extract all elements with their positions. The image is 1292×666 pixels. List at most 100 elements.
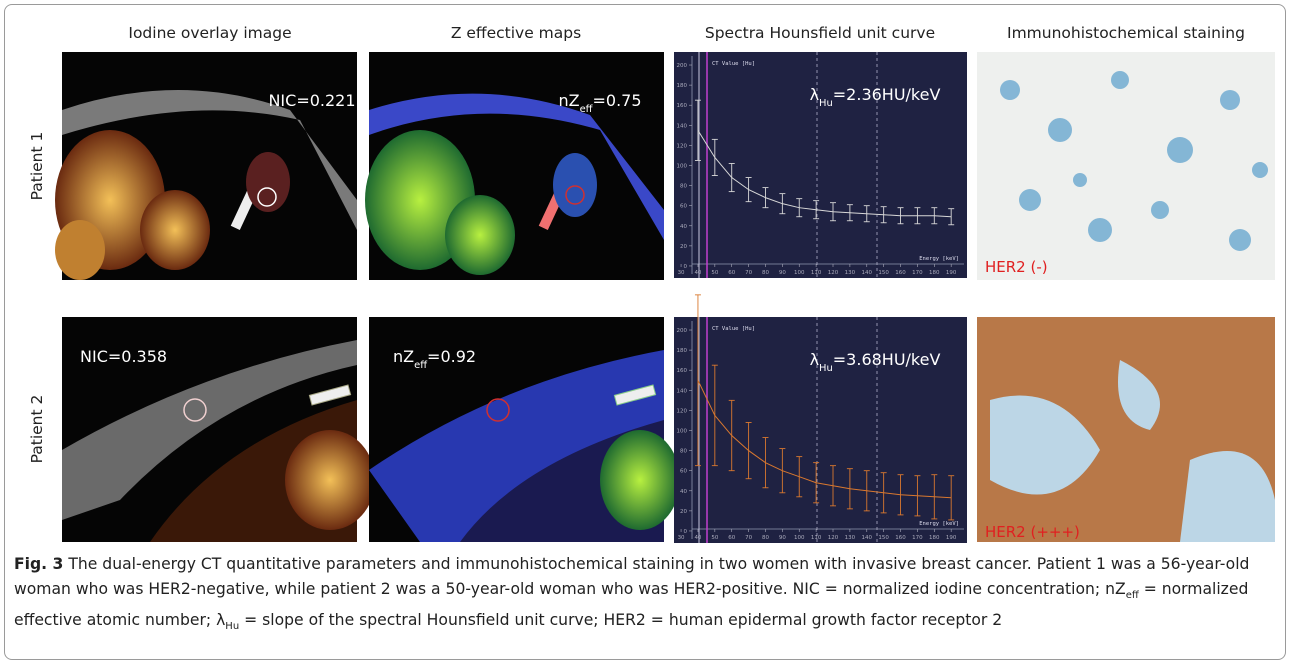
caption-label: Fig. 3 — [14, 555, 64, 573]
figure-frame — [4, 4, 1286, 660]
y-tick-label: 100 — [677, 428, 688, 434]
iodine-image-1 — [55, 52, 357, 280]
subscript: eff — [414, 360, 428, 371]
x-tick-label: 60 — [728, 535, 735, 541]
curve — [697, 130, 952, 218]
y-tick-label: 20 — [680, 509, 687, 515]
x-tick-label: 70 — [745, 270, 752, 276]
x-tick-label: 40 — [694, 535, 701, 541]
nic-label: NIC=0.358 — [80, 347, 167, 366]
x-tick-label: 70 — [745, 535, 752, 541]
text-part: =0.92 — [427, 347, 476, 366]
her2-label: HER2 (+++) — [985, 523, 1080, 541]
caption-text: = normalized effective atomic number; λ — [14, 579, 1249, 630]
x-tick-label: 130 — [845, 270, 856, 276]
x-tick-label: 130 — [845, 535, 856, 541]
y-axis-label: CT Value [Hu] — [712, 61, 755, 67]
y-tick-label: 60 — [680, 204, 687, 210]
y-tick-label: 120 — [677, 408, 688, 414]
x-tick-label: 80 — [762, 270, 769, 276]
x-tick-label: 90 — [779, 270, 786, 276]
x-tick-label: 160 — [895, 535, 906, 541]
subscript: Hu — [819, 98, 833, 109]
column-header: Iodine overlay image — [128, 24, 291, 42]
y-tick-label: 80 — [680, 184, 687, 190]
curve — [697, 380, 952, 499]
iodine-image-2 — [62, 317, 375, 542]
x-tick-label: 50 — [711, 270, 718, 276]
x-tick-label: 190 — [946, 535, 957, 541]
text-part: λ — [810, 350, 819, 369]
caption-text: = slope of the spectral Hounsfield unit … — [239, 611, 1003, 630]
nic-label: NIC=0.221 — [268, 91, 355, 110]
y-tick-label: 200 — [677, 328, 688, 334]
y-tick-label: 160 — [677, 368, 688, 374]
y-tick-label: 180 — [677, 348, 688, 354]
y-tick-label: 160 — [677, 103, 688, 109]
text-part: =2.36HU/keV — [833, 85, 941, 104]
y-tick-label: 120 — [677, 143, 688, 149]
text-part: nZ — [558, 91, 579, 110]
row-label: Patient 2 — [28, 395, 46, 464]
chart-panel — [674, 317, 967, 543]
y-tick-label: 0 — [684, 529, 688, 535]
x-tick-label: 170 — [912, 270, 923, 276]
y-tick-label: 80 — [680, 449, 687, 455]
y-tick-label: 60 — [680, 469, 687, 475]
caption: Fig. 3 The dual-energy CT quantitative p… — [14, 552, 1280, 640]
y-tick-label: 0 — [684, 264, 688, 270]
subscript: Hu — [819, 363, 833, 374]
chart-panel — [674, 52, 967, 278]
x-tick-label: 170 — [912, 535, 923, 541]
x-tick-label: 30 — [678, 535, 685, 541]
x-axis-label: Energy [keV] — [919, 521, 959, 527]
figure: Iodine overlay image Z effective maps Spec… — [28, 24, 1275, 543]
column-header: Z effective maps — [451, 24, 581, 42]
x-tick-label: 160 — [895, 270, 906, 276]
x-tick-label: 140 — [862, 270, 873, 276]
ihc-image-1 — [977, 52, 1275, 280]
x-tick-label: 100 — [794, 270, 805, 276]
x-tick-label: 120 — [828, 535, 839, 541]
x-tick-label: 30 — [678, 270, 685, 276]
y-tick-label: 140 — [677, 388, 688, 394]
y-tick-label: 200 — [677, 63, 688, 69]
text-part: =0.75 — [593, 91, 642, 110]
column-header: Spectra Hounsfield unit curve — [705, 24, 935, 42]
x-tick-label: 180 — [929, 535, 940, 541]
slope-label: λHu=2.36HU/keV — [810, 85, 941, 109]
x-tick-label: 50 — [711, 535, 718, 541]
caption-sub: Hu — [225, 621, 240, 633]
x-tick-label: 110 — [811, 535, 822, 541]
zeff-image-2 — [369, 317, 680, 542]
x-tick-label: 60 — [728, 270, 735, 276]
x-tick-label: 120 — [828, 270, 839, 276]
y-tick-label: 100 — [677, 163, 688, 169]
x-tick-label: 180 — [929, 270, 940, 276]
her2-label: HER2 (-) — [985, 258, 1048, 276]
y-tick-label: 140 — [677, 123, 688, 129]
x-tick-label: 90 — [779, 535, 786, 541]
x-tick-label: 110 — [811, 270, 822, 276]
row-label: Patient 1 — [28, 132, 46, 201]
x-tick-label: 190 — [946, 270, 957, 276]
caption-sub: eff — [1125, 589, 1139, 601]
ihc-image-2 — [977, 317, 1275, 542]
y-tick-label: 20 — [680, 244, 687, 250]
text-part: λ — [810, 85, 819, 104]
y-axis-label: CT Value [Hu] — [712, 326, 755, 332]
nzeff-label: nZeff=0.92 — [393, 347, 476, 371]
y-tick-label: 40 — [680, 489, 687, 495]
y-tick-label: 40 — [680, 224, 687, 230]
caption-text: The dual-energy CT quantitative paramete… — [14, 555, 1250, 598]
x-tick-label: 80 — [762, 535, 769, 541]
zeff-image-1 — [365, 52, 664, 280]
y-tick-label: 180 — [677, 83, 688, 89]
x-tick-label: 140 — [862, 535, 873, 541]
subscript: eff — [580, 104, 594, 115]
x-tick-label: 150 — [878, 270, 889, 276]
x-tick-label: 40 — [694, 270, 701, 276]
nzeff-label: nZeff=0.75 — [558, 91, 641, 115]
x-tick-label: 100 — [794, 535, 805, 541]
